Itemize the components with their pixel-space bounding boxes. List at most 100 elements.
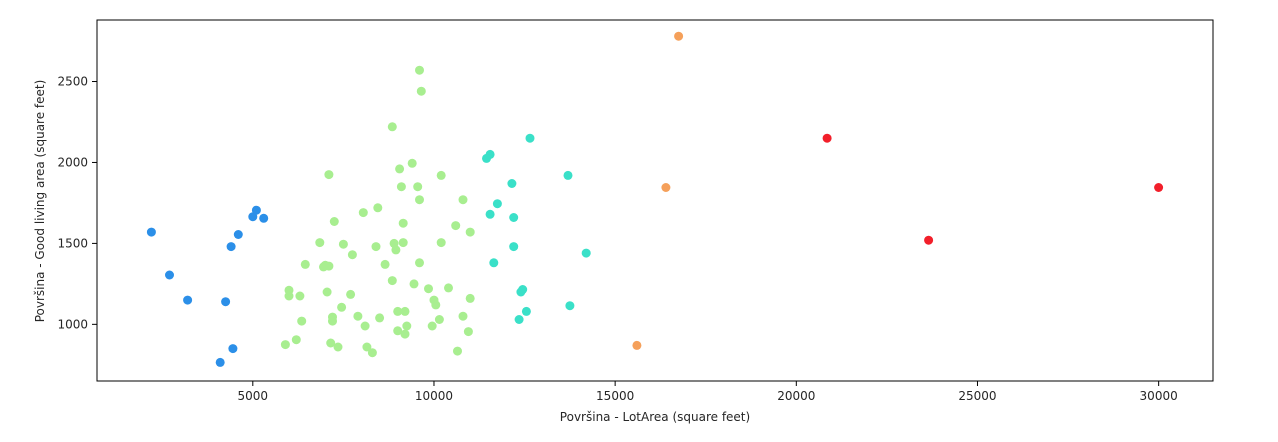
data-point: [565, 301, 575, 311]
data-point: [427, 321, 437, 331]
data-point: [395, 164, 405, 174]
data-point: [324, 261, 334, 271]
data-point: [451, 221, 461, 231]
data-point: [328, 312, 337, 322]
data-point: [387, 122, 397, 132]
data-point: [396, 182, 406, 192]
data-point: [324, 170, 334, 180]
data-point: [373, 203, 383, 213]
data-point: [509, 242, 519, 252]
data-point: [409, 279, 419, 289]
data-point: [458, 195, 468, 205]
data-point: [393, 306, 403, 316]
plot-frame: [96, 19, 1214, 382]
data-point: [489, 258, 499, 268]
data-point: [415, 195, 424, 205]
data-point: [431, 300, 441, 310]
x-tick-label: 10000: [415, 389, 453, 403]
data-point: [407, 158, 417, 168]
y-tick-label: 1500: [57, 236, 88, 250]
data-point: [228, 344, 238, 354]
data-point: [674, 31, 684, 41]
data-point: [360, 321, 370, 331]
data-point: [362, 342, 372, 352]
data-point: [398, 218, 408, 228]
data-point: [514, 315, 524, 324]
data-point: [563, 170, 573, 180]
y-tick-label: 2000: [57, 155, 88, 169]
data-point: [444, 283, 453, 293]
data-point: [371, 242, 381, 252]
data-point: [492, 199, 502, 209]
x-axis-label: Površina - LotArea (square feet): [560, 410, 750, 424]
data-point: [284, 291, 294, 301]
data-point: [436, 238, 446, 248]
data-point: [338, 239, 348, 249]
x-tick-label: 15000: [596, 389, 634, 403]
data-point: [233, 230, 243, 239]
data-point: [375, 313, 385, 323]
data-point: [280, 340, 290, 350]
data-point: [295, 291, 305, 301]
data-point: [347, 250, 357, 260]
data-point: [453, 346, 462, 356]
data-point: [424, 284, 433, 294]
data-point: [416, 86, 426, 96]
data-point: [465, 293, 475, 303]
data-point: [322, 287, 332, 297]
data-point: [391, 245, 401, 255]
data-point: [300, 259, 310, 269]
data-point: [337, 302, 347, 312]
data-point: [465, 227, 475, 237]
data-point: [367, 348, 377, 358]
data-point: [291, 335, 301, 345]
data-point: [380, 259, 390, 269]
data-point: [226, 242, 236, 252]
data-point: [183, 295, 193, 305]
x-tick-label: 5000: [238, 389, 269, 403]
data-point: [398, 238, 408, 248]
data-point: [415, 65, 424, 75]
data-point: [400, 329, 410, 339]
data-point: [297, 316, 307, 326]
data-point: [329, 217, 339, 226]
data-point: [346, 289, 356, 299]
data-point: [436, 170, 446, 180]
data-point: [358, 208, 368, 218]
data-point: [507, 179, 517, 188]
data-point: [924, 235, 934, 245]
data-point: [333, 342, 343, 352]
x-axis-ticks: 5000 10000 15000 20000 25000 30000: [238, 381, 1178, 403]
data-point: [434, 315, 444, 324]
data-point: [525, 133, 535, 143]
data-point: [221, 297, 231, 307]
data-point: [581, 248, 591, 258]
data-point: [521, 306, 531, 316]
data-point: [402, 321, 412, 331]
y-tick-label: 2500: [57, 75, 88, 89]
data-point: [315, 238, 325, 248]
data-point: [415, 258, 424, 268]
data-point: [400, 306, 410, 316]
data-point: [165, 270, 174, 280]
data-point: [661, 183, 671, 192]
data-point: [822, 133, 832, 143]
data-point: [393, 326, 403, 336]
x-tick-label: 25000: [958, 389, 996, 403]
data-point: [518, 285, 528, 294]
data-point: [259, 213, 269, 223]
data-point: [509, 213, 519, 222]
data-point: [215, 357, 225, 367]
data-point: [387, 276, 397, 286]
data-point: [1154, 183, 1164, 192]
data-point: [146, 227, 156, 237]
points-layer: [146, 31, 1164, 367]
data-point: [485, 149, 495, 159]
data-point: [251, 205, 261, 215]
data-point: [632, 340, 642, 350]
data-point: [485, 209, 495, 219]
data-point: [413, 182, 423, 192]
y-tick-label: 1000: [57, 317, 88, 331]
x-tick-label: 20000: [777, 389, 815, 403]
